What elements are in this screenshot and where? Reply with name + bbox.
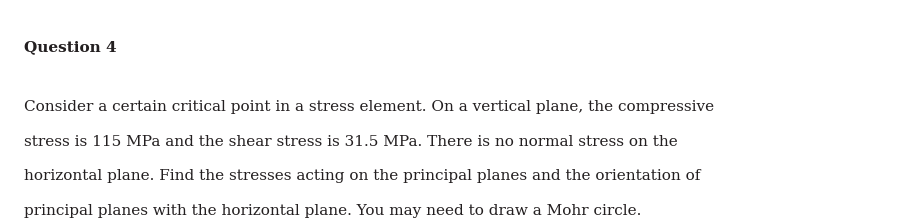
- Text: stress is 115 MPa and the shear stress is 31.5 MPa. There is no normal stress on: stress is 115 MPa and the shear stress i…: [24, 135, 678, 149]
- Text: Consider a certain critical point in a stress element. On a vertical plane, the : Consider a certain critical point in a s…: [24, 100, 715, 114]
- Text: Question 4: Question 4: [24, 40, 117, 54]
- Text: horizontal plane. Find the stresses acting on the principal planes and the orien: horizontal plane. Find the stresses acti…: [24, 169, 700, 184]
- Text: principal planes with the horizontal plane. You may need to draw a Mohr circle.: principal planes with the horizontal pla…: [24, 204, 642, 218]
